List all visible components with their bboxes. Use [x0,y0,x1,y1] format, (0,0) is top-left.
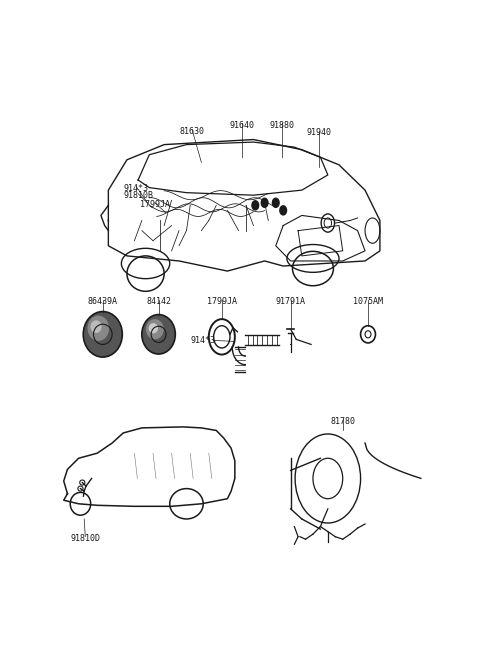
Ellipse shape [146,319,164,340]
Text: 86439A: 86439A [88,298,118,306]
Text: 91940: 91940 [306,128,331,137]
Circle shape [252,201,259,210]
Circle shape [261,198,268,208]
Text: 91810D: 91810D [70,534,100,543]
Text: 81780: 81780 [330,417,355,426]
Text: 91880: 91880 [270,121,295,130]
Ellipse shape [83,311,122,357]
Text: 84142: 84142 [146,298,171,306]
Text: 91640: 91640 [230,121,255,130]
Text: 91810B: 91810B [123,191,153,200]
Circle shape [280,206,287,215]
Text: 1799JA: 1799JA [207,298,237,306]
Text: 91791A: 91791A [276,298,306,306]
Ellipse shape [91,321,102,333]
Circle shape [273,198,279,208]
Text: 1799JA: 1799JA [140,200,170,209]
Text: 81630: 81630 [180,127,204,136]
Ellipse shape [149,323,158,333]
Text: 914*3: 914*3 [191,336,216,345]
Text: 914*3: 914*3 [124,184,149,193]
Text: 1075AM: 1075AM [353,298,383,306]
Ellipse shape [142,315,175,354]
Ellipse shape [87,315,109,341]
